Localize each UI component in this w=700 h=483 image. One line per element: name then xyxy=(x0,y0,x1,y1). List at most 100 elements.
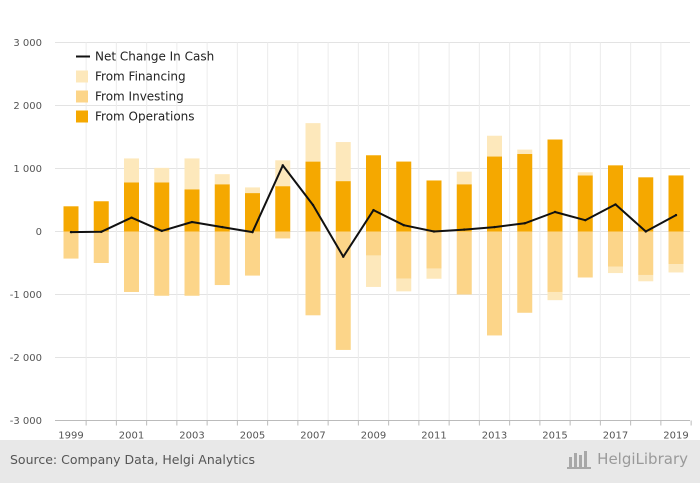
bar-from-investing xyxy=(577,231,593,278)
bar-from-investing xyxy=(124,231,139,292)
bar-from-financing xyxy=(547,291,563,301)
brand-name: HelgiLibrary xyxy=(597,450,688,468)
net-change-point xyxy=(100,230,103,234)
bar-from-operations xyxy=(124,182,139,232)
bar-from-financing xyxy=(487,135,502,157)
net-change-point xyxy=(432,230,436,233)
bar-from-investing xyxy=(245,231,260,276)
bar-from-operations xyxy=(63,206,79,232)
bar-from-investing xyxy=(214,231,230,286)
net-change-point xyxy=(372,208,375,212)
bar-from-operations xyxy=(366,155,381,232)
bar-from-investing xyxy=(93,231,109,263)
net-change-point xyxy=(251,230,254,234)
x-tick-label: 1999 xyxy=(58,431,83,442)
bar-from-financing xyxy=(668,264,684,273)
x-tick-label: 2019 xyxy=(663,431,688,442)
legend-label: From Investing xyxy=(95,90,184,104)
y-tick-label: -2 000 xyxy=(10,353,42,364)
net-change-point xyxy=(130,216,133,219)
bar-from-operations xyxy=(214,184,230,232)
y-tick-label: -3 000 xyxy=(10,416,42,427)
legend-swatch xyxy=(76,110,88,123)
net-change-point xyxy=(190,220,194,224)
source-text: Source: Company Data, Helgi Analytics xyxy=(10,452,256,467)
bar-from-financing xyxy=(608,266,623,274)
bar-from-operations xyxy=(305,161,321,232)
bar-from-investing xyxy=(456,231,472,295)
net-change-point xyxy=(221,225,224,229)
brand-logo: HelgiLibrary xyxy=(567,449,688,469)
x-tick-label: 2009 xyxy=(361,431,386,442)
bar-from-financing xyxy=(456,171,472,185)
bar-from-financing xyxy=(124,158,139,183)
bar-from-financing xyxy=(335,142,351,182)
bar-from-investing xyxy=(608,231,623,267)
net-change-point xyxy=(553,210,557,214)
net-change-line-layer xyxy=(69,164,678,258)
x-tick-label: 2003 xyxy=(179,431,204,442)
bar-from-operations xyxy=(335,181,351,232)
x-tick-label: 2007 xyxy=(300,431,325,442)
net-change-point xyxy=(584,218,587,222)
bars xyxy=(63,123,684,350)
bar-from-investing xyxy=(547,231,563,292)
bar-from-operations xyxy=(577,175,593,232)
bar-from-investing xyxy=(668,231,684,265)
net-change-point xyxy=(614,203,617,206)
bar-from-operations xyxy=(487,156,502,232)
axes: -3 000 -2 000 -1 000 0 1 000 2 000 3 000 1999 20… xyxy=(10,38,692,442)
net-change-point xyxy=(160,229,163,233)
bar-from-financing xyxy=(396,278,412,292)
net-change-point xyxy=(342,255,345,258)
net-change-point xyxy=(493,225,496,229)
legend-label: From Financing xyxy=(95,70,186,84)
net-change-point xyxy=(69,230,73,234)
bar-from-financing xyxy=(305,123,321,162)
bar-from-investing xyxy=(335,231,351,350)
legend-swatch xyxy=(76,90,88,103)
bar-from-operations xyxy=(426,180,442,232)
bar-from-operations xyxy=(396,161,412,232)
bar-from-investing xyxy=(275,231,291,239)
x-tick-label: 2015 xyxy=(542,431,567,442)
legend-label: From Operations xyxy=(95,110,195,124)
bar-from-financing xyxy=(184,158,200,190)
bar-from-investing xyxy=(396,231,412,279)
legend-swatch xyxy=(76,70,88,83)
net-change-point xyxy=(644,230,647,233)
bar-from-investing xyxy=(487,231,502,336)
bar-from-investing xyxy=(184,231,200,296)
y-tick-label: 1 000 xyxy=(13,164,42,175)
bar-from-operations xyxy=(456,184,472,232)
net-change-point xyxy=(463,228,466,231)
legend: Net Change In Cash From Financing From Inv… xyxy=(76,50,214,124)
bar-from-investing xyxy=(426,231,442,269)
bar-from-financing xyxy=(517,149,533,155)
bar-from-investing xyxy=(638,231,654,275)
bar-from-operations xyxy=(275,186,291,232)
grid xyxy=(55,42,690,421)
bar-from-operations xyxy=(547,139,563,232)
net-change-point xyxy=(523,222,526,225)
bar-from-operations xyxy=(93,201,109,232)
y-tick-label: -1 000 xyxy=(10,290,42,301)
bar-from-financing xyxy=(366,255,381,287)
bar-from-investing xyxy=(366,231,381,256)
bar-from-financing xyxy=(577,172,593,176)
bar-from-investing xyxy=(305,231,321,316)
bar-from-operations xyxy=(638,177,654,232)
bar-from-financing xyxy=(638,274,654,282)
bar-from-operations xyxy=(668,175,684,232)
bar-from-investing xyxy=(154,231,170,296)
bar-from-financing xyxy=(154,167,170,183)
bar-from-operations xyxy=(154,182,170,232)
bar-from-operations xyxy=(517,154,533,232)
y-tick-label: 0 xyxy=(36,227,42,238)
bar-from-financing xyxy=(426,268,442,279)
net-change-point xyxy=(402,224,405,227)
bar-from-operations xyxy=(245,193,260,232)
bar-from-operations xyxy=(184,189,200,232)
x-tick-label: 2017 xyxy=(603,431,628,442)
x-tick-label: 2001 xyxy=(119,431,144,442)
